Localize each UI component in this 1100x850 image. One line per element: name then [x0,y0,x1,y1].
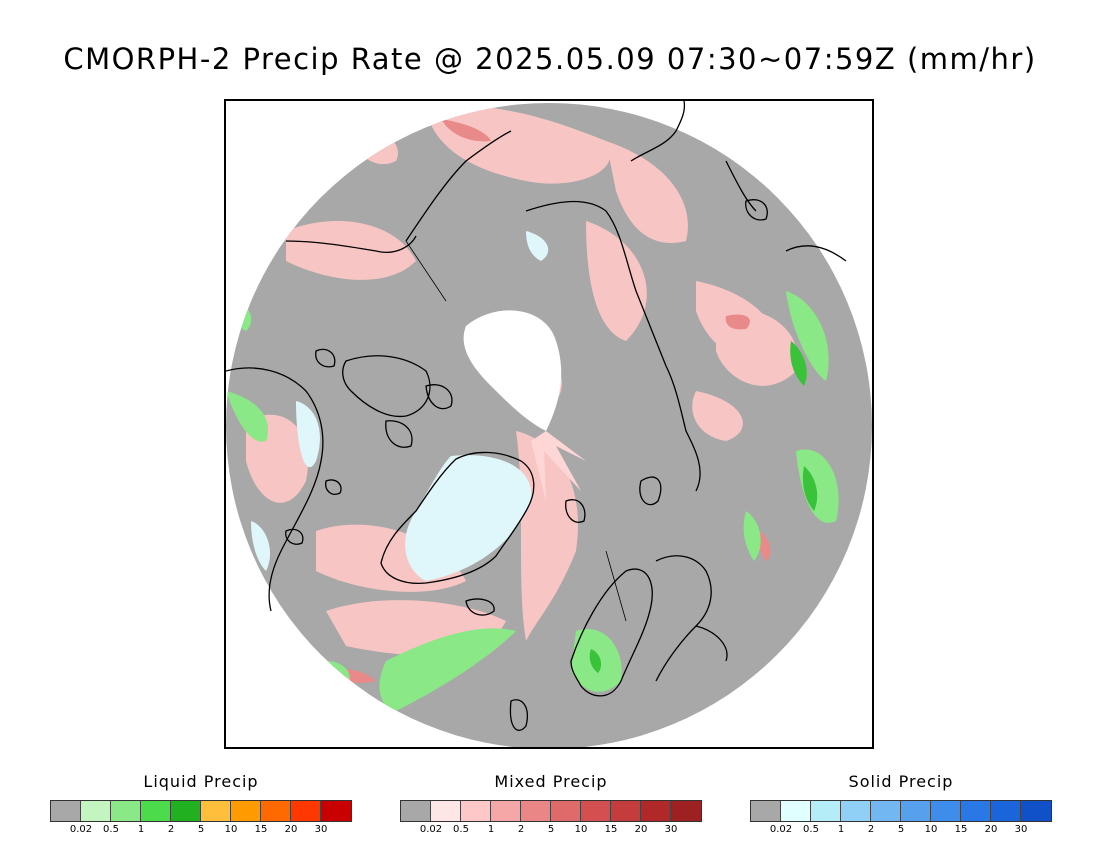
legend-tick-label: 1 [837,824,845,835]
liquid-precip-heavy [589,341,818,673]
legend-swatch [461,801,491,821]
legend-tick-label: 15 [954,824,968,835]
alaska-coast [405,130,512,242]
legend-tick-label: 20 [634,824,648,835]
legend-swatch [491,801,521,821]
legend-swatch [1021,801,1051,821]
legend-liquid: Liquid Precip 0.02 0.5 1 2 5 10 15 20 30 [50,772,352,840]
legend-swatch [81,801,111,821]
legend-tick-label: 15 [604,824,618,835]
legend-swatch [551,801,581,821]
legend-swatch [751,801,781,821]
legend-swatch [111,801,141,821]
legend-swatch [291,801,321,821]
legend-tick-label: 0.5 [453,824,469,835]
legend-tick-label: 10 [224,824,238,835]
tick-labels: 0.02 0.5 1 2 5 10 15 20 30 [50,824,352,840]
legend-swatch [931,801,961,821]
tick-labels: 0.02 0.5 1 2 5 10 15 20 30 [750,824,1052,840]
boundary-lines [405,240,627,622]
legend-swatch [811,801,841,821]
legend-tick-label: 20 [284,824,298,835]
solid-precip-areas [251,231,549,581]
arctic-islands-coast [342,355,431,418]
legend-swatch [581,801,611,821]
legend-tick-label: 20 [984,824,998,835]
polar-precip-map [226,101,872,747]
legend-swatch [51,801,81,821]
legend-swatch [521,801,551,821]
no-data-spikes [531,431,586,501]
legend-mixed: Mixed Precip 0.02 0.5 1 2 5 10 15 20 30 [400,772,702,840]
scandinavia-coast [570,568,653,697]
legend-title: Mixed Precip [494,772,608,791]
legend-tick-label: 0.02 [769,824,793,835]
legend-tick-label: 30 [664,824,678,835]
legend-tick-label: 2 [517,824,525,835]
tick-labels: 0.02 0.5 1 2 5 10 15 20 30 [400,824,702,840]
legend-swatch [901,801,931,821]
iceland-coast [465,598,495,616]
legend-tick-label: 5 [547,824,555,835]
novaya-zemlya-coast [639,476,662,506]
legend-swatch [201,801,231,821]
map-frame [224,99,874,749]
legend-swatch [641,801,671,821]
siberia-coast [525,200,667,367]
legend-tick-label: 1 [137,824,145,835]
legend-tick-label: 10 [924,824,938,835]
legend-swatch [321,801,351,821]
legend-solid: Solid Precip 0.02 0.5 1 2 5 10 15 20 30 [750,772,1052,840]
legend-tick-label: 0.5 [803,824,819,835]
legend-swatch [141,801,171,821]
legend-swatch [231,801,261,821]
greenland-coast [380,451,535,585]
legend-tick-label: 1 [487,824,495,835]
legend-tick-label: 0.02 [419,824,443,835]
legend-tick-label: 15 [254,824,268,835]
north-america-coast [226,367,324,612]
color-bar [400,800,702,822]
legend-swatch [961,801,991,821]
legend-tick-label: 2 [867,824,875,835]
legend-swatch [611,801,641,821]
legend-tick-label: 5 [897,824,905,835]
legend-tick-label: 5 [197,824,205,835]
legend-swatch [841,801,871,821]
legend-tick-label: 30 [314,824,328,835]
legend-tick-label: 0.02 [69,824,93,835]
legend-swatch [871,801,901,821]
legend-tick-label: 2 [167,824,175,835]
europe-coast [655,555,712,682]
legend-swatch [431,801,461,821]
legend-tick-label: 30 [1014,824,1028,835]
no-data-region [463,310,562,431]
legend-tick-label: 0.5 [103,824,119,835]
coastlines [226,101,847,731]
legend-tick-label: 10 [574,824,588,835]
color-bar [50,800,352,822]
color-bar [750,800,1052,822]
legend-swatch [671,801,701,821]
legend-swatch [401,801,431,821]
legend-swatch [171,801,201,821]
legend-swatch [991,801,1021,821]
map-disk [226,103,872,747]
svalbard-coast [565,499,586,523]
british-isles-coast [509,699,528,731]
legend-swatch [781,801,811,821]
legend-swatch [261,801,291,821]
page-title: CMORPH-2 Precip Rate @ 2025.05.09 07:30~… [63,42,1037,76]
legend-title: Solid Precip [848,772,954,791]
legend-title: Liquid Precip [143,772,259,791]
